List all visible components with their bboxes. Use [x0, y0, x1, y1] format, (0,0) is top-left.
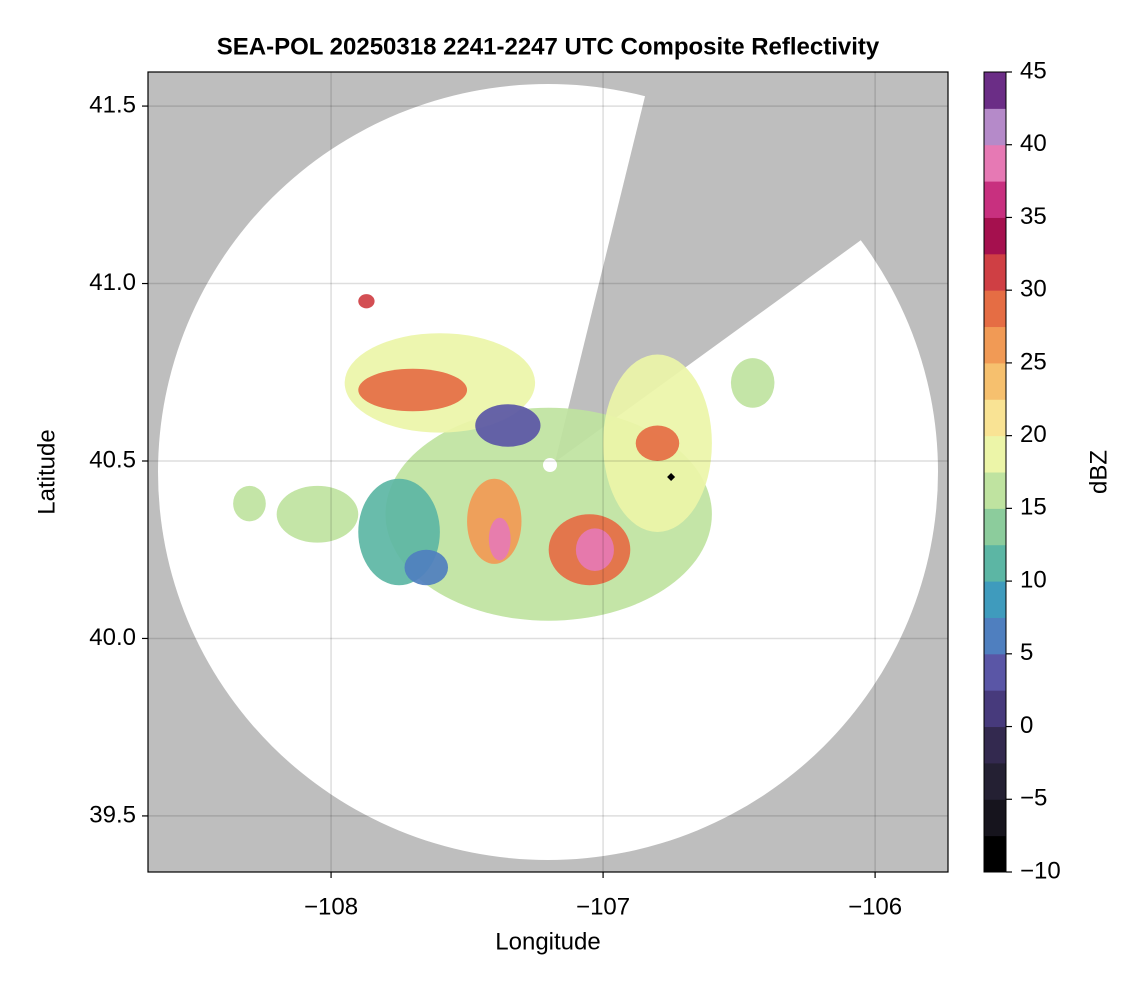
colorbar-tick-label: 15 — [1020, 494, 1047, 521]
colorbar-band — [984, 326, 1006, 364]
x-tick-label: −108 — [304, 893, 358, 920]
y-tick-label: 39.5 — [89, 801, 136, 828]
colorbar-band — [984, 217, 1006, 255]
colorbar-band — [984, 617, 1006, 655]
echo — [575, 528, 614, 572]
y-tick-label: 40.5 — [89, 446, 136, 473]
echo — [730, 358, 775, 408]
colorbar-label: dBZ — [1085, 450, 1112, 494]
colorbar-band — [984, 181, 1006, 218]
colorbar-tick-label: 40 — [1020, 130, 1047, 157]
colorbar-band — [984, 144, 1006, 182]
marker — [667, 472, 676, 481]
echo — [233, 485, 266, 522]
colorbar-band — [984, 435, 1006, 473]
x-axis-label: Longitude — [495, 928, 600, 955]
colorbar-tick-label: 5 — [1020, 639, 1033, 666]
colorbar-band — [984, 799, 1006, 837]
colorbar-band — [984, 653, 1006, 691]
echo — [358, 294, 375, 309]
colorbar-tick-label: 25 — [1020, 348, 1047, 375]
colorbar-tick-label: 35 — [1020, 203, 1047, 230]
colorbar-tick-label: 30 — [1020, 276, 1047, 303]
colorbar-band — [984, 399, 1006, 437]
colorbar-frame — [983, 71, 1007, 873]
echo — [488, 517, 511, 561]
colorbar-tick-label: 20 — [1020, 421, 1047, 448]
colorbar-band — [984, 835, 1006, 873]
colorbar-band — [984, 690, 1006, 728]
echo — [404, 549, 449, 586]
colorbar-band — [984, 472, 1006, 509]
echo — [635, 425, 680, 461]
colorbar-tick-label: 10 — [1020, 566, 1047, 593]
colorbar-tick-label: 45 — [1020, 57, 1047, 84]
radar-site — [543, 458, 557, 472]
x-tick-label: −107 — [576, 893, 630, 920]
plot-frame — [147, 71, 949, 873]
colorbar-band — [984, 108, 1006, 146]
echo — [475, 404, 541, 447]
colorbar-band — [984, 290, 1006, 328]
echo — [358, 368, 468, 412]
colorbar-band — [984, 362, 1006, 400]
colorbar-band — [984, 762, 1006, 800]
colorbar-band — [984, 544, 1006, 582]
colorbar-band — [984, 72, 1006, 109]
y-tick-label: 41.0 — [89, 269, 136, 296]
colorbar-band — [984, 581, 1006, 618]
x-tick-label: −106 — [848, 893, 902, 920]
colorbar-band — [984, 726, 1006, 764]
chart-title: SEA-POL 20250318 2241-2247 UTC Composite… — [217, 33, 880, 60]
echo — [276, 485, 359, 543]
y-tick-label: 40.0 — [89, 624, 136, 651]
y-tick-label: 41.5 — [89, 91, 136, 118]
colorbar-band — [984, 508, 1006, 546]
colorbar-band — [984, 253, 1006, 291]
colorbar-tick-label: 0 — [1020, 712, 1033, 739]
colorbar-tick-label: −5 — [1020, 785, 1047, 812]
y-axis-label: Latitude — [33, 429, 60, 514]
colorbar-tick-label: −10 — [1020, 857, 1061, 884]
